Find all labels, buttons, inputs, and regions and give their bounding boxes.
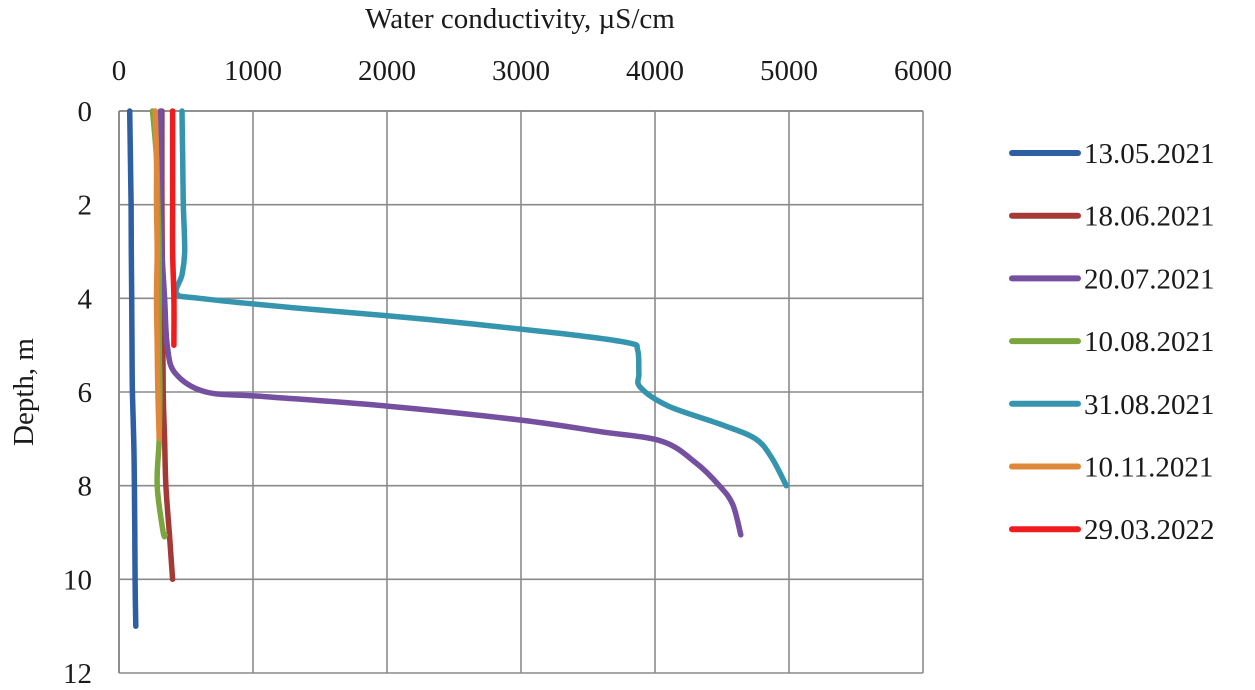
gridlines [118,110,924,674]
y-tick-labels: 0 2 4 6 8 10 12 [63,96,93,690]
y-axis-title: Depth, m [8,338,40,446]
series-lines [126,108,790,629]
x-tick-label: 5000 [760,55,818,87]
y-tick-label: 8 [78,471,93,503]
legend-label: 10.08.2021 [1084,326,1215,358]
y-tick-label: 6 [78,377,93,409]
x-tick-label: 1000 [224,55,282,87]
legend-label: 10.11.2021 [1084,452,1213,484]
x-tick-label: 4000 [626,55,684,87]
legend: 13.05.2021 18.06.2021 20.07.2021 10.08.2021… [1009,138,1215,546]
x-axis-title: Water conductivity, µS/cm [365,3,675,35]
x-tick-label: 0 [112,55,127,87]
legend-label: 13.05.2021 [1084,138,1215,170]
legend-label: 18.06.2021 [1084,201,1215,233]
y-tick-label: 0 [78,96,93,128]
series-line-29-03-2022 [169,108,177,348]
series-line-13-05-2021 [126,108,139,629]
x-tick-label: 6000 [894,55,952,87]
legend-label: 20.07.2021 [1084,263,1215,295]
x-tick-label: 2000 [358,55,416,87]
y-tick-label: 2 [78,190,93,222]
x-tick-labels: 0 1000 2000 3000 4000 5000 6000 [112,55,952,87]
y-tick-label: 10 [63,564,92,596]
legend-label: 31.08.2021 [1084,389,1215,421]
series-line-31-08-2021 [173,108,790,489]
series-line-20-07-2021 [157,108,744,538]
y-tick-label: 4 [78,283,93,315]
series-line-10-11-2021 [152,108,162,442]
legend-label: 29.03.2022 [1084,514,1215,546]
x-tick-label: 3000 [492,55,550,87]
y-tick-label: 12 [63,658,92,690]
